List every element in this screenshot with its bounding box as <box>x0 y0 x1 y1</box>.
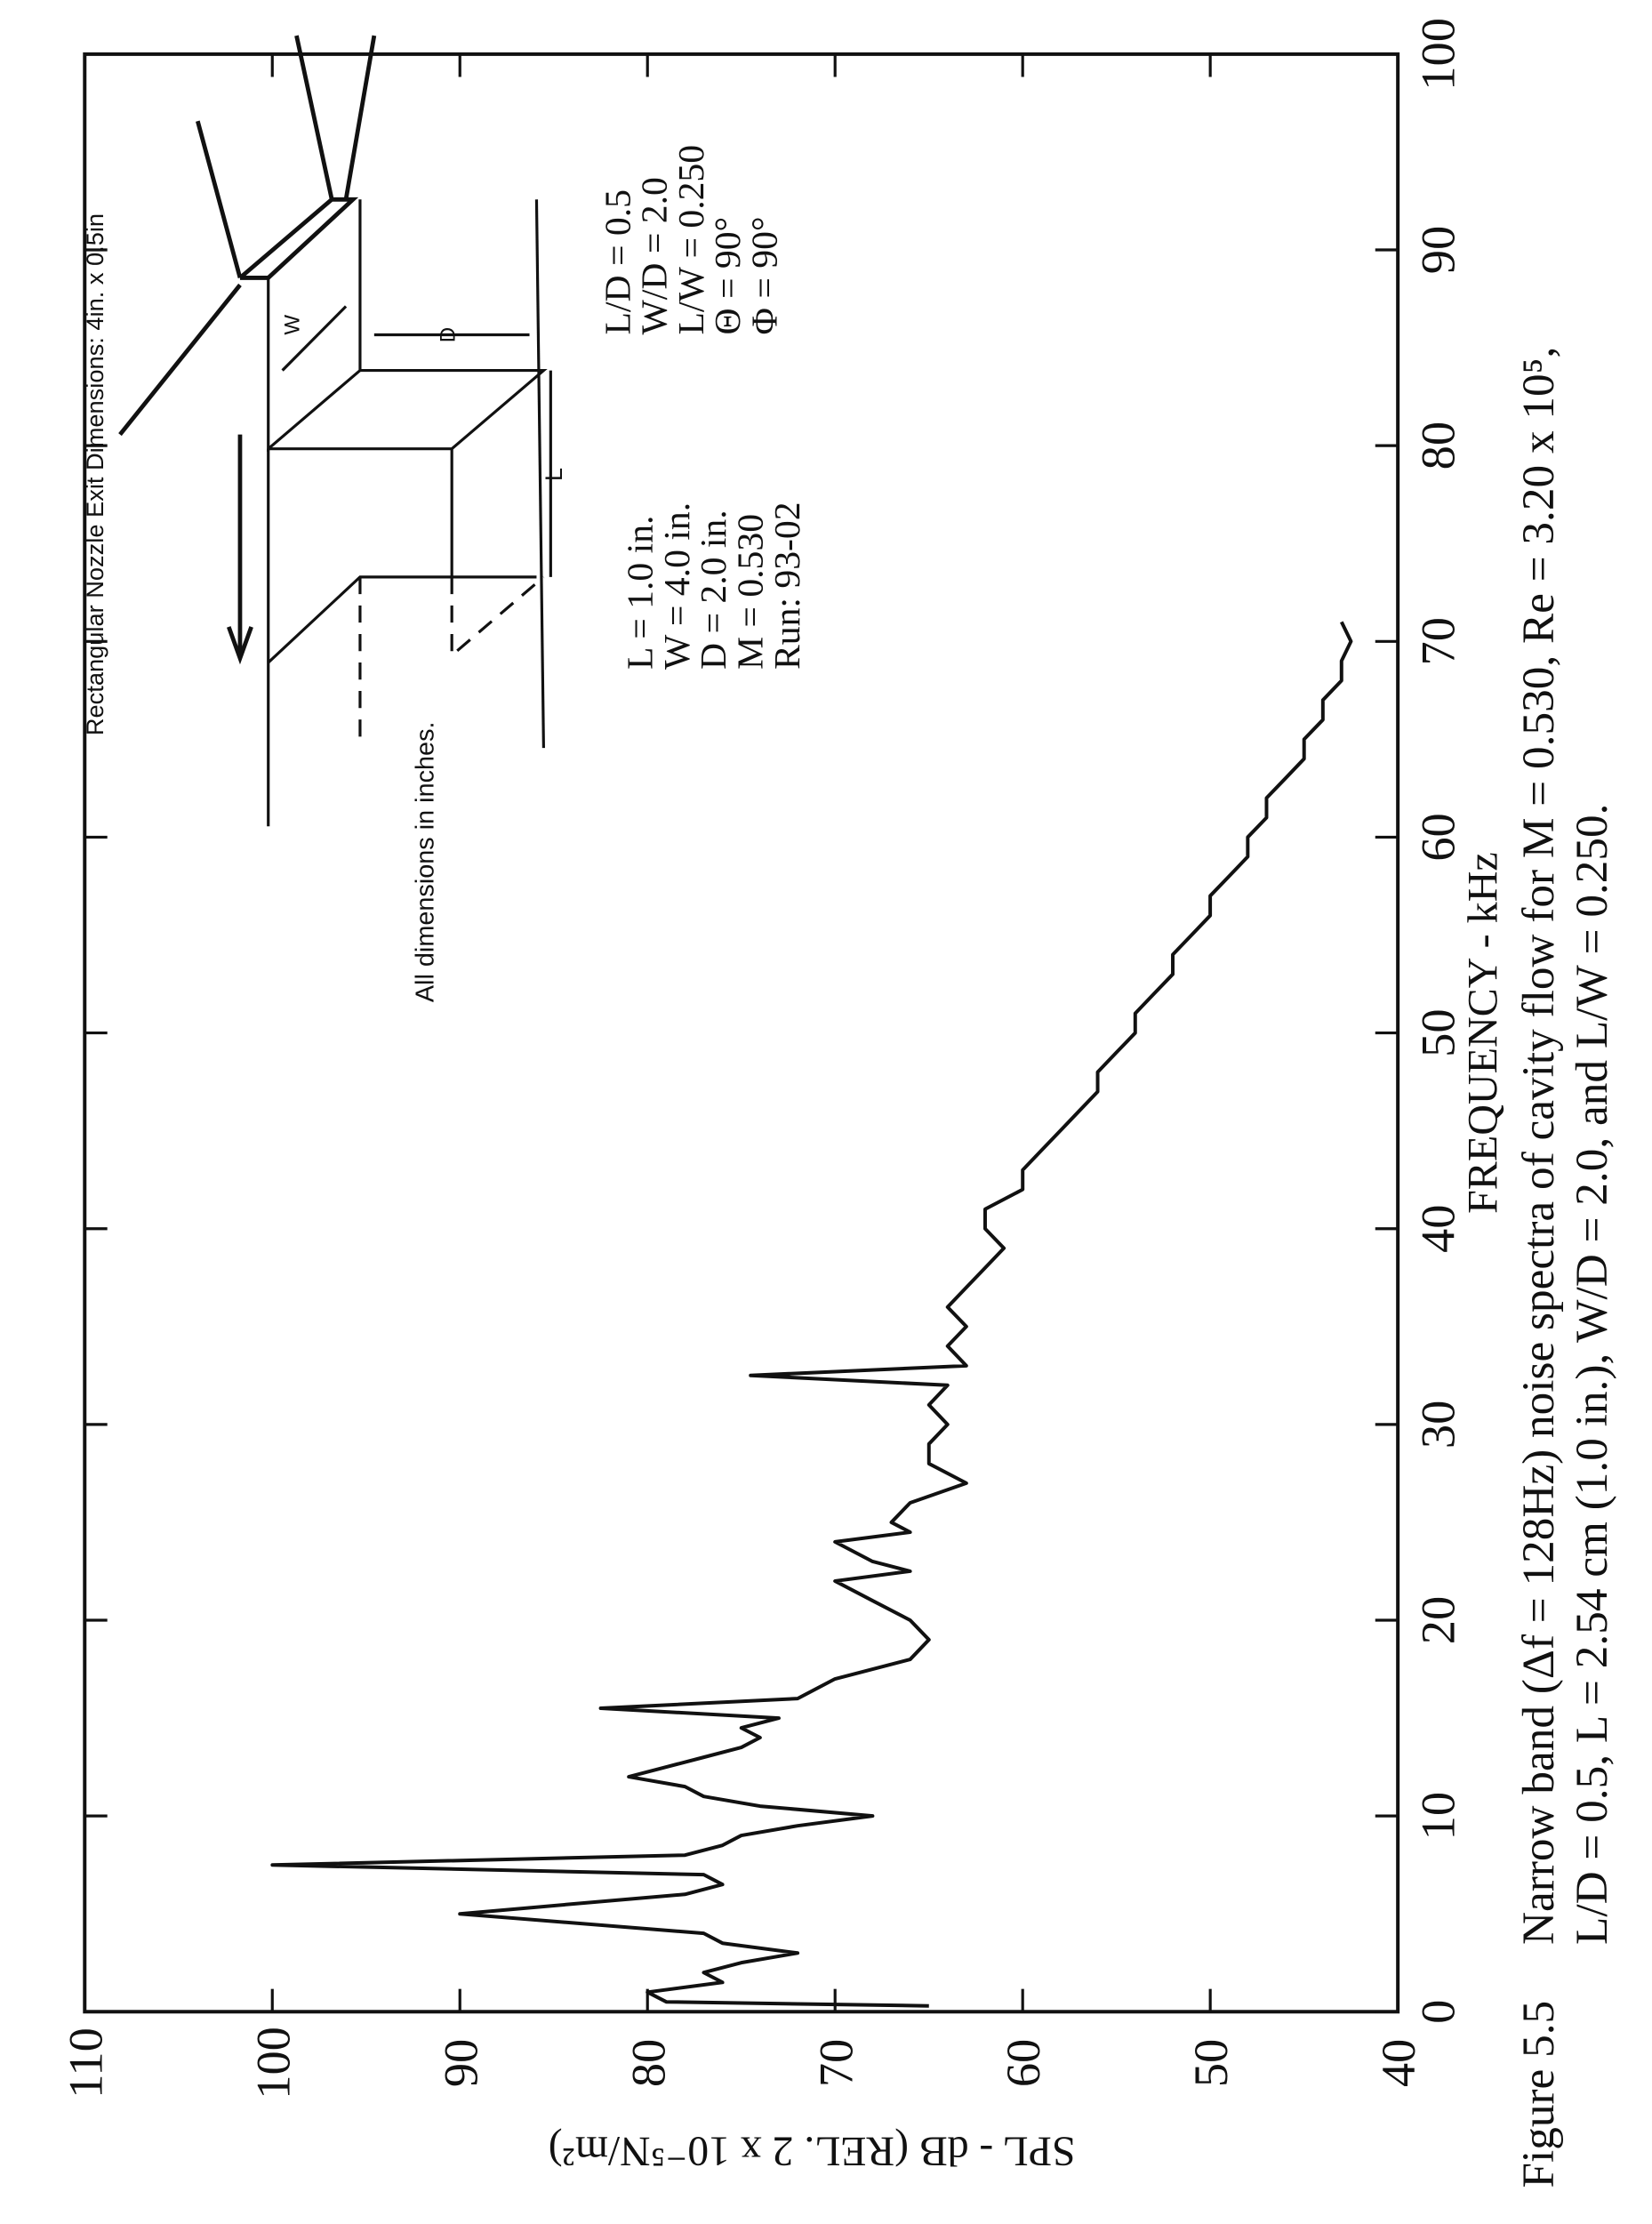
annotation: W = 4.0 in. <box>656 502 697 670</box>
annotation: Run: 93-02 <box>766 502 807 670</box>
plot-frame <box>83 52 1400 2014</box>
x-tick-label: 30 <box>1412 1401 1465 1449</box>
caption: L/D = 0.5, L = 2.54 cm (1.0 in.), W/D = … <box>1568 803 1617 1944</box>
x-axis-title: FREQUENCY - kHz <box>1460 852 1507 1214</box>
y-tick-label: 80 <box>622 2039 675 2087</box>
x-tick-label: 40 <box>1412 1204 1465 1252</box>
annotation: W/D = 2.0 <box>634 177 675 334</box>
y-tick-label: 60 <box>997 2039 1050 2087</box>
spectrum-line <box>270 621 1353 2008</box>
caption: Narrow band (Δf = 128Hz) noise spectra o… <box>1514 347 1564 1945</box>
annotation: L = 1.0 in. <box>620 516 661 670</box>
annotation: L/D = 0.5 <box>597 189 638 334</box>
x-tick-label: 70 <box>1412 617 1465 665</box>
x-tick-label: 100 <box>1412 18 1465 91</box>
y-tick-label: 50 <box>1184 2039 1238 2087</box>
annotation: M = 0.530 <box>730 514 771 670</box>
plot-area: 0 10 20 30 40 50 60 70 80 90 100 40 50 60 70 80 90 100 110… <box>60 18 1618 2188</box>
annotation: All dimensions in inches. <box>412 721 440 1002</box>
y-tick-label: 40 <box>1372 2039 1425 2087</box>
x-tick-label: 50 <box>1412 1008 1465 1056</box>
y-tick-label: 110 <box>60 2027 113 2099</box>
annotation: W <box>281 315 305 335</box>
y-axis-title: SPL - dB (REL. 2 x 10⁻⁵N/m²) <box>549 2127 1076 2174</box>
annotation: Φ = 90° <box>744 216 785 334</box>
annotation: D = 2.0 in. <box>693 510 734 670</box>
x-tick-label: 20 <box>1412 1596 1465 1644</box>
y-tick-label: 90 <box>435 2039 488 2087</box>
x-tick-label: 0 <box>1412 2000 1465 2024</box>
caption-label: Figure 5.5 <box>1514 2001 1564 2188</box>
annotation: D <box>436 327 460 342</box>
x-tick-label: 60 <box>1412 813 1465 861</box>
inset-diagram <box>118 35 552 827</box>
annotation: L/W = 0.250 <box>670 145 711 335</box>
x-tick-label: 10 <box>1412 1792 1465 1840</box>
x-tick-label: 80 <box>1412 422 1465 470</box>
annotation: Θ = 90° <box>707 217 748 335</box>
x-tick-label: 90 <box>1412 226 1465 274</box>
y-tick-label: 70 <box>809 2039 862 2087</box>
annotation: L <box>540 468 567 481</box>
y-tick-label: 100 <box>247 2027 301 2100</box>
annotation: Rectangular Nozzle Exit Dimensions: 4in.… <box>81 213 108 735</box>
